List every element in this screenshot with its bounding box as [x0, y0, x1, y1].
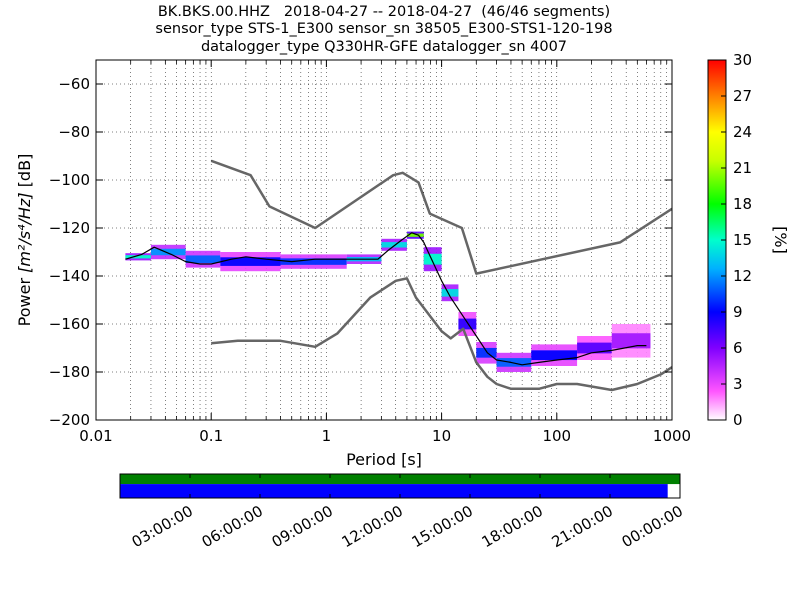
y-tick-label: −140 [49, 267, 90, 285]
colorbar-tick-label: 6 [733, 339, 743, 357]
timeline-tick-label: 06:00:00 [199, 502, 266, 551]
psd-density-band-core [611, 333, 651, 349]
psd-density-band-core [441, 289, 459, 297]
timeline-tick-label: 18:00:00 [479, 502, 546, 551]
timeline-tick-label: 00:00:00 [619, 502, 686, 551]
x-tick-label: 0.01 [79, 427, 112, 445]
timeline-tick-label: 09:00:00 [269, 502, 336, 551]
y-tick-label: −100 [49, 171, 90, 189]
x-axis-label: Period [s] [346, 450, 422, 469]
chart-title-line-2: sensor_type STS-1_E300 sensor_sn 38505_E… [155, 21, 613, 37]
colorbar-tick-label: 27 [733, 87, 752, 105]
chart-title-line-3: datalogger_type Q330HR-GFE datalogger_sn… [200, 39, 568, 55]
psd-density-band-core [496, 358, 532, 367]
psd-density-band-core [577, 342, 612, 354]
colorbar-tick-label: 15 [733, 231, 752, 249]
colorbar-tick-label: 24 [733, 123, 752, 141]
mean-psd-line [125, 232, 647, 366]
colorbar-label: [%] [771, 226, 790, 254]
timeline-tick-label: 15:00:00 [409, 502, 476, 551]
psd-density-band-core [458, 318, 477, 330]
psd-density-band-core [531, 350, 578, 361]
colorbar-tick-label: 0 [733, 411, 743, 429]
psd-density-band-core [220, 257, 281, 266]
timeline-tick-label: 12:00:00 [339, 502, 406, 551]
psd-density-band-core [125, 255, 151, 259]
y-tick-label: −180 [49, 363, 90, 381]
psd-density-band-core [476, 347, 497, 358]
x-tick-label: 100 [542, 427, 571, 445]
x-tick-label: 1000 [653, 427, 691, 445]
x-tick-label: 10 [432, 427, 451, 445]
timeline-tick-label: 03:00:00 [129, 502, 196, 551]
colorbar-tick-label: 9 [733, 303, 743, 321]
y-axis-label: Power [m²/s⁴/Hz] [dB] [15, 154, 34, 327]
colorbar-tick-label: 30 [733, 51, 752, 69]
y-tick-label: −80 [58, 123, 90, 141]
plot-frame [95, 59, 673, 421]
psd-density-band-core [185, 255, 221, 263]
y-tick-label: −160 [49, 315, 90, 333]
y-tick-label: −120 [49, 219, 90, 237]
y-axis-label-unit: [m²/s⁴/Hz] [15, 192, 34, 272]
noise-model-high-line [210, 159, 672, 275]
noise-model-low-line [211, 277, 672, 392]
psd-density-band-core [423, 253, 442, 265]
colorbar-tick-label: 21 [733, 159, 752, 177]
y-axis-label-suffix: [dB] [15, 154, 34, 193]
colorbar-tick-label: 12 [733, 267, 752, 285]
timeline-coverage-top [120, 474, 680, 485]
psd-density-band-core [150, 248, 186, 256]
psd-density-band-core [406, 233, 424, 237]
x-tick-label: 1 [322, 427, 332, 445]
colorbar-tick-label: 18 [733, 195, 752, 213]
timeline-coverage-bottom [120, 484, 668, 498]
psd-density-band-core [381, 242, 407, 248]
timeline-tick-label: 21:00:00 [549, 502, 616, 551]
colorbar-tick-label: 3 [733, 375, 743, 393]
chart-title-line-1: BK.BKS.00.HHZ 2018-04-27 -- 2018-04-27 (… [157, 4, 611, 20]
y-tick-label: −60 [58, 75, 90, 93]
y-axis-label-prefix: Power [15, 273, 34, 326]
psd-density-band-core [280, 258, 347, 265]
y-tick-label: −200 [49, 411, 90, 429]
x-tick-label: 0.1 [199, 427, 223, 445]
